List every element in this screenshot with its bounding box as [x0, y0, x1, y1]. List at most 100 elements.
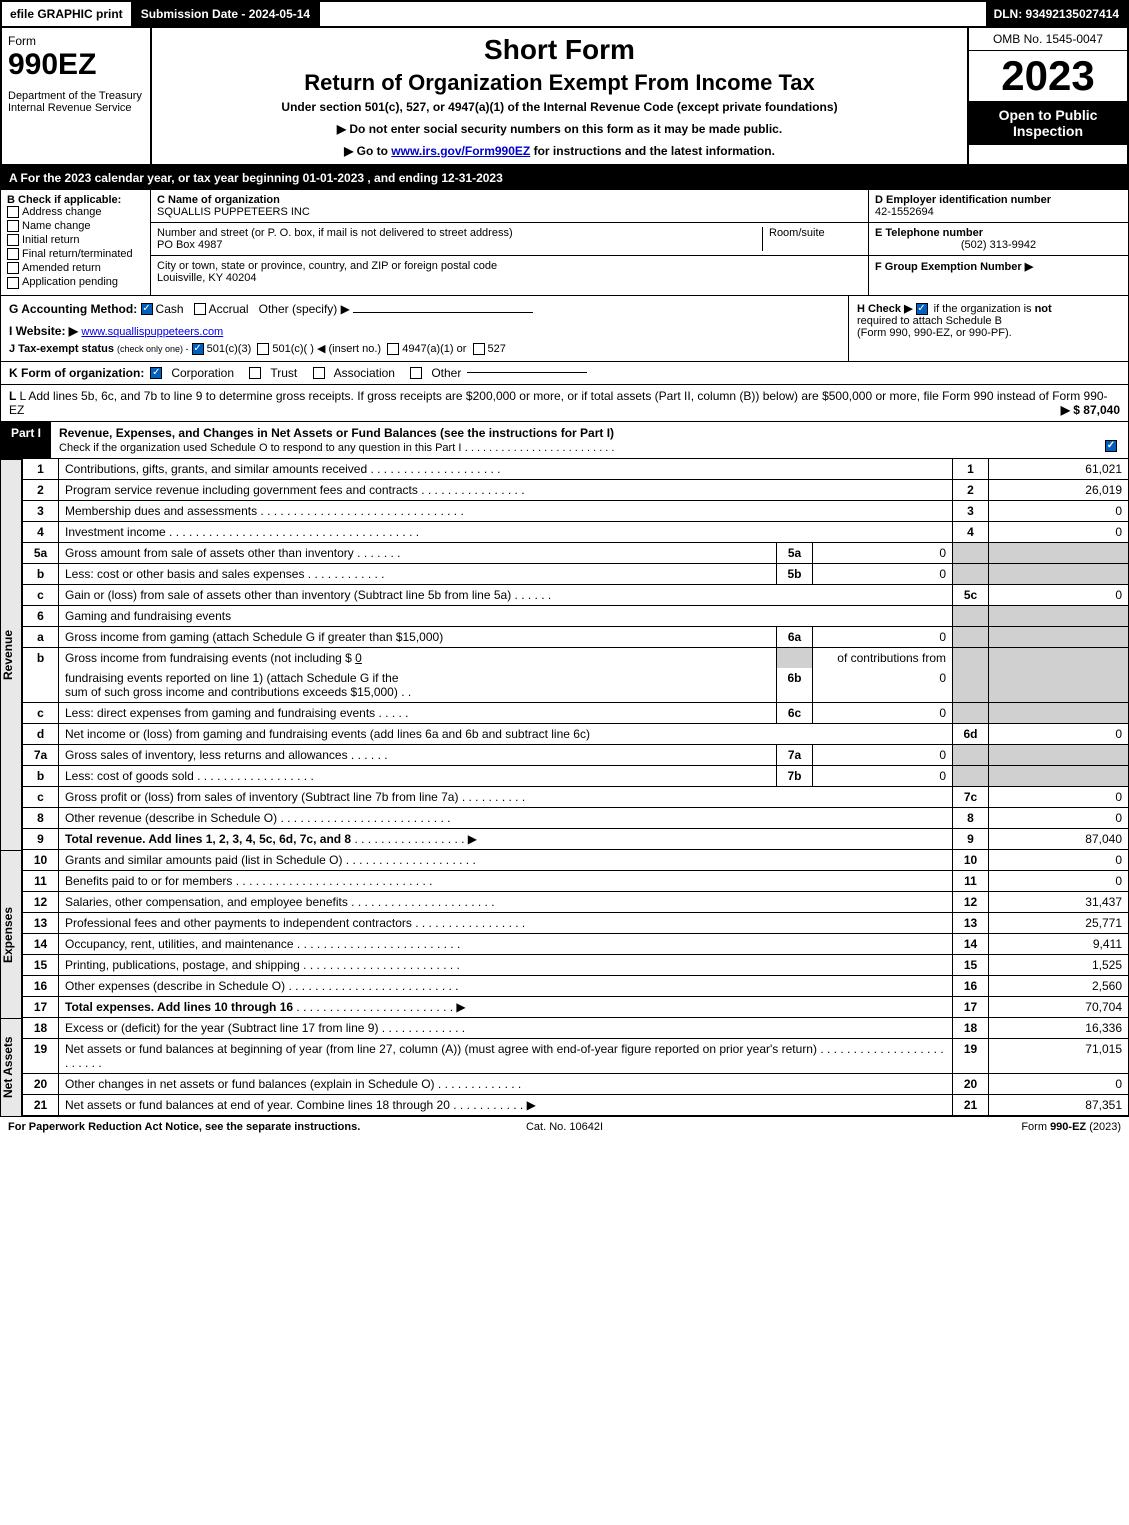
org-name: SQUALLIS PUPPETEERS INC	[157, 206, 310, 218]
cb-corporation[interactable]: ✓	[150, 367, 162, 379]
line-i-website: I Website: ▶ www.squallispuppeteers.com	[9, 324, 840, 338]
cb-final-return[interactable]: Final return/terminated	[7, 248, 144, 260]
efile-print[interactable]: efile GRAPHIC print	[2, 2, 133, 26]
net-assets-section: Net Assets 18Excess or (deficit) for the…	[0, 1018, 1129, 1116]
cb-527[interactable]	[473, 343, 485, 355]
line-6: 6Gaming and fundraising events	[23, 605, 1129, 626]
cb-application-pending[interactable]: Application pending	[7, 276, 144, 288]
gross-receipts-value: ▶ $ 87,040	[1061, 403, 1120, 417]
line-g-accounting: G Accounting Method: ✓Cash Accrual Other…	[1, 296, 848, 361]
net-assets-table: 18Excess or (deficit) for the year (Subt…	[22, 1018, 1129, 1116]
line-19: 19Net assets or fund balances at beginni…	[23, 1038, 1129, 1073]
org-city: Louisville, KY 40204	[157, 272, 256, 284]
line-k-org-form: K Form of organization: ✓Corporation Tru…	[0, 362, 1129, 385]
header-right: OMB No. 1545-0047 2023 Open to Public In…	[967, 28, 1127, 164]
cb-address-change[interactable]: Address change	[7, 206, 144, 218]
d-ein-cell: D Employer identification number 42-1552…	[869, 190, 1128, 223]
line-6b: bGross income from fundraising events (n…	[23, 647, 1129, 668]
line-5b: bLess: cost or other basis and sales exp…	[23, 563, 1129, 584]
cb-schedule-b[interactable]: ✓	[916, 303, 928, 315]
line-5a: 5aGross amount from sale of assets other…	[23, 542, 1129, 563]
cb-association[interactable]	[313, 367, 325, 379]
line-j-tax-exempt: J Tax-exempt status (check only one) - ✓…	[9, 342, 840, 355]
line-6c: cLess: direct expenses from gaming and f…	[23, 702, 1129, 723]
f-group-exemption: F Group Exemption Number ▶	[869, 256, 1128, 277]
line-4: 4Investment income . . . . . . . . . . .…	[23, 521, 1129, 542]
form-header: Form 990EZ Department of the Treasury In…	[0, 28, 1129, 166]
c-org-name-cell: C Name of organization SQUALLIS PUPPETEE…	[151, 190, 868, 223]
line-h-schedule-b: H Check ▶ ✓ if the organization is not r…	[848, 296, 1128, 361]
cb-name-change[interactable]: Name change	[7, 220, 144, 232]
line-l-gross-receipts: L L Add lines 5b, 6c, and 7b to line 9 t…	[0, 385, 1129, 422]
department-line1: Department of the Treasury	[8, 90, 144, 102]
cb-other[interactable]	[410, 367, 422, 379]
sidebar-expenses: Expenses	[0, 850, 22, 1018]
sidebar-net-assets: Net Assets	[0, 1018, 22, 1116]
footer-left: For Paperwork Reduction Act Notice, see …	[8, 1121, 379, 1133]
top-bar: efile GRAPHIC print Submission Date - 20…	[0, 0, 1129, 28]
title-short-form: Short Form	[162, 34, 957, 66]
ein-value: 42-1552694	[875, 206, 934, 218]
open-to-public: Open to Public Inspection	[969, 101, 1127, 145]
cb-501c[interactable]	[257, 343, 269, 355]
e-phone-cell: E Telephone number (502) 313-9942	[869, 223, 1128, 256]
c-city-cell: City or town, state or province, country…	[151, 256, 868, 288]
line-15: 15Printing, publications, postage, and s…	[23, 954, 1129, 975]
b-header: B Check if applicable:	[7, 194, 144, 206]
line-21: 21Net assets or fund balances at end of …	[23, 1094, 1129, 1115]
expenses-section: Expenses 10Grants and similar amounts pa…	[0, 850, 1129, 1018]
form-title-block: Short Form Return of Organization Exempt…	[152, 28, 967, 164]
cb-cash[interactable]: ✓	[141, 303, 153, 315]
cb-amended-return[interactable]: Amended return	[7, 262, 144, 274]
revenue-table: 1Contributions, gifts, grants, and simil…	[22, 459, 1129, 850]
column-c-org-info: C Name of organization SQUALLIS PUPPETEE…	[151, 190, 868, 295]
page-footer: For Paperwork Reduction Act Notice, see …	[0, 1116, 1129, 1137]
form-label: Form	[8, 34, 144, 48]
line-5c: cGain or (loss) from sale of assets othe…	[23, 584, 1129, 605]
line-18: 18Excess or (deficit) for the year (Subt…	[23, 1018, 1129, 1039]
cb-initial-return[interactable]: Initial return	[7, 234, 144, 246]
dln-number: DLN: 93492135027414	[986, 2, 1127, 26]
website-link[interactable]: www.squallispuppeteers.com	[81, 326, 223, 338]
line-11: 11Benefits paid to or for members . . . …	[23, 870, 1129, 891]
footer-center: Cat. No. 10642I	[379, 1121, 750, 1133]
revenue-section: Revenue 1Contributions, gifts, grants, a…	[0, 459, 1129, 850]
line-20: 20Other changes in net assets or fund ba…	[23, 1073, 1129, 1094]
instructions-link-line: ▶ Go to www.irs.gov/Form990EZ for instru…	[162, 144, 957, 158]
line-8: 8Other revenue (describe in Schedule O) …	[23, 807, 1129, 828]
line-7a: 7aGross sales of inventory, less returns…	[23, 744, 1129, 765]
line-a-tax-year: A For the 2023 calendar year, or tax yea…	[0, 166, 1129, 190]
cb-501c3[interactable]: ✓	[192, 343, 204, 355]
form-number: 990EZ	[8, 48, 144, 82]
cb-trust[interactable]	[249, 367, 261, 379]
part-1-label: Part I	[1, 422, 51, 458]
expenses-table: 10Grants and similar amounts paid (list …	[22, 850, 1129, 1018]
room-suite-label: Room/suite	[762, 227, 862, 251]
column-def: D Employer identification number 42-1552…	[868, 190, 1128, 295]
cb-schedule-o[interactable]: ✓	[1105, 440, 1117, 452]
ssn-warning: ▶ Do not enter social security numbers o…	[162, 122, 957, 136]
cb-accrual[interactable]	[194, 303, 206, 315]
line-10: 10Grants and similar amounts paid (list …	[23, 850, 1129, 871]
line-7b: bLess: cost of goods sold . . . . . . . …	[23, 765, 1129, 786]
c-street-cell: Number and street (or P. O. box, if mail…	[151, 223, 868, 256]
org-street: PO Box 4987	[157, 239, 222, 251]
sidebar-revenue: Revenue	[0, 459, 22, 850]
footer-right: Form 990-EZ (2023)	[750, 1121, 1121, 1133]
section-bcdef: B Check if applicable: Address change Na…	[0, 190, 1129, 296]
line-7c: cGross profit or (loss) from sales of in…	[23, 786, 1129, 807]
column-b-checkboxes: B Check if applicable: Address change Na…	[1, 190, 151, 295]
department-line2: Internal Revenue Service	[8, 102, 144, 114]
line-6a: aGross income from gaming (attach Schedu…	[23, 626, 1129, 647]
part-1-header: Part I Revenue, Expenses, and Changes in…	[0, 422, 1129, 459]
phone-value: (502) 313-9942	[875, 239, 1122, 251]
subtitle: Under section 501(c), 527, or 4947(a)(1)…	[162, 100, 957, 114]
line-13: 13Professional fees and other payments t…	[23, 912, 1129, 933]
line-12: 12Salaries, other compensation, and empl…	[23, 891, 1129, 912]
line-6d: dNet income or (loss) from gaming and fu…	[23, 723, 1129, 744]
line-2: 2Program service revenue including gover…	[23, 479, 1129, 500]
irs-link[interactable]: www.irs.gov/Form990EZ	[391, 144, 530, 158]
line-1: 1Contributions, gifts, grants, and simil…	[23, 459, 1129, 480]
omb-number: OMB No. 1545-0047	[969, 28, 1127, 51]
cb-4947[interactable]	[387, 343, 399, 355]
